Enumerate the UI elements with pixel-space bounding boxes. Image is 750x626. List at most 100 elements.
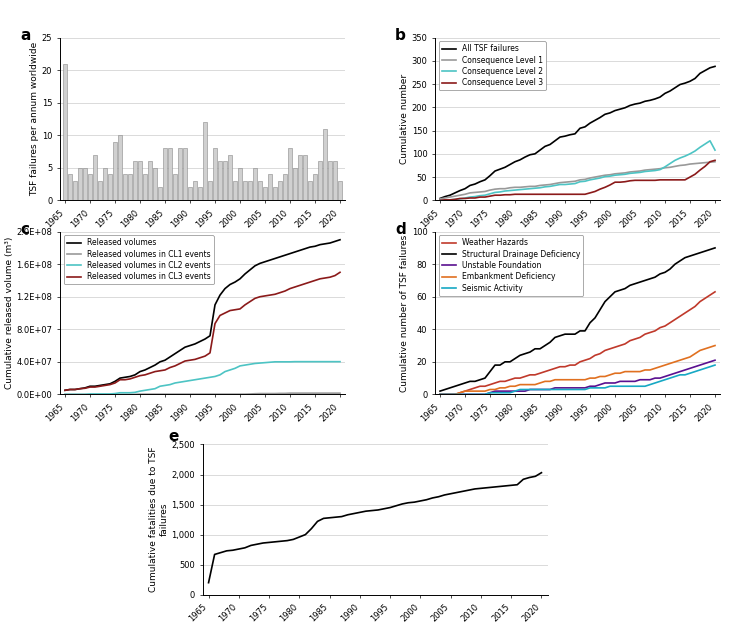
Bar xyxy=(148,162,152,200)
Consequence Level 3 xyxy=(616,178,625,186)
Bar xyxy=(193,181,197,200)
Weather Hazards xyxy=(436,391,445,398)
Bar xyxy=(218,162,222,200)
Bar xyxy=(258,181,262,200)
Seismic Activity xyxy=(710,361,719,369)
Consequence Level 2 xyxy=(605,172,614,180)
Line: Consequence Level 3: Consequence Level 3 xyxy=(440,160,715,200)
Released volumes in CL1 events xyxy=(61,391,70,398)
Released volumes in CL3 events xyxy=(335,269,344,276)
Bar xyxy=(283,174,287,200)
Y-axis label: Cumulative number: Cumulative number xyxy=(400,74,409,164)
Released volumes in CL3 events xyxy=(215,312,224,319)
Released volumes in CL1 events xyxy=(160,391,170,398)
Bar xyxy=(123,174,127,200)
Embankment Deficiency xyxy=(590,374,599,382)
Structural Drainage Deficiency xyxy=(440,386,449,393)
Consequence Level 1 xyxy=(536,182,544,189)
Consequence Level 2 xyxy=(440,197,449,204)
Line: Seismic Activity: Seismic Activity xyxy=(440,365,715,394)
Consequence Level 1 xyxy=(605,171,614,178)
Bar xyxy=(263,187,267,200)
Text: d: d xyxy=(395,222,406,237)
Text: c: c xyxy=(20,222,29,237)
Consequence Level 2 xyxy=(616,171,625,178)
Bar xyxy=(338,181,342,200)
Embankment Deficiency xyxy=(440,391,449,398)
Consequence Level 3 xyxy=(605,181,614,188)
Released volumes in CL2 events xyxy=(335,358,344,366)
Released volumes in CL2 events xyxy=(61,391,70,398)
Text: b: b xyxy=(395,28,406,43)
All TSF failures xyxy=(436,195,445,202)
Consequence Level 2 xyxy=(436,197,445,204)
Consequence Level 3 xyxy=(536,190,544,198)
Released volumes in CL3 events xyxy=(230,306,239,314)
Consequence Level 3 xyxy=(710,156,719,164)
Bar xyxy=(273,187,277,200)
Released volumes in CL3 events xyxy=(160,366,170,374)
Bar xyxy=(318,162,322,200)
All TSF failures xyxy=(710,63,719,70)
Structural Drainage Deficiency xyxy=(536,345,544,352)
Released volumes in CL2 events xyxy=(241,361,250,369)
Released volumes in CL3 events xyxy=(61,387,70,394)
Consequence Level 1 xyxy=(710,158,719,165)
Weather Hazards xyxy=(590,352,599,359)
Consequence Level 2 xyxy=(590,175,599,183)
All TSF failures xyxy=(616,105,625,113)
Seismic Activity xyxy=(436,391,445,398)
Bar xyxy=(268,174,272,200)
Y-axis label: Cumulative released volume (m³): Cumulative released volume (m³) xyxy=(4,237,13,389)
Bar xyxy=(278,181,282,200)
Bar xyxy=(293,168,297,200)
Released volumes in CL1 events xyxy=(271,390,280,398)
Bar xyxy=(88,174,92,200)
Released volumes xyxy=(271,255,280,262)
Bar xyxy=(143,174,147,200)
Released volumes xyxy=(160,356,170,364)
Unstable Foundation xyxy=(536,386,544,393)
Line: Released volumes in CL2 events: Released volumes in CL2 events xyxy=(65,362,340,394)
Y-axis label: Cumulative fatalities due to TSF
failures: Cumulative fatalities due to TSF failure… xyxy=(149,447,169,592)
Embankment Deficiency xyxy=(536,379,544,387)
Released volumes in CL1 events xyxy=(215,391,224,398)
Released volumes in CL1 events xyxy=(335,389,344,397)
Bar xyxy=(288,148,292,200)
Bar xyxy=(203,122,207,200)
Unstable Foundation xyxy=(590,382,599,390)
Structural Drainage Deficiency xyxy=(616,287,625,294)
Weather Hazards xyxy=(646,329,655,336)
Legend: Weather Hazards, Structural Drainage Deficiency, Unstable Foundation, Embankment: Weather Hazards, Structural Drainage Def… xyxy=(439,235,584,295)
Text: e: e xyxy=(168,429,178,444)
Line: Weather Hazards: Weather Hazards xyxy=(440,292,715,394)
Line: Unstable Foundation: Unstable Foundation xyxy=(440,360,715,394)
Consequence Level 2 xyxy=(710,146,719,154)
Bar xyxy=(308,181,312,200)
Structural Drainage Deficiency xyxy=(605,293,614,300)
Bar xyxy=(73,181,77,200)
Consequence Level 1 xyxy=(616,170,625,177)
Structural Drainage Deficiency xyxy=(710,244,719,252)
Consequence Level 3 xyxy=(440,196,449,203)
Released volumes in CL1 events xyxy=(230,391,239,398)
Embankment Deficiency xyxy=(605,371,614,379)
Legend: Released volumes, Released volumes in CL1 events, Released volumes in CL2 events: Released volumes, Released volumes in CL… xyxy=(64,235,214,284)
Seismic Activity xyxy=(616,382,625,390)
Seismic Activity xyxy=(440,391,449,398)
Seismic Activity xyxy=(646,381,655,388)
Bar xyxy=(108,174,112,200)
Bar xyxy=(138,162,142,200)
Bar xyxy=(133,162,137,200)
Structural Drainage Deficiency xyxy=(646,275,655,282)
Released volumes in CL2 events xyxy=(215,371,224,379)
Bar xyxy=(118,135,122,200)
Bar xyxy=(178,148,182,200)
Line: Consequence Level 2: Consequence Level 2 xyxy=(440,141,715,200)
Unstable Foundation xyxy=(646,376,655,384)
Consequence Level 1 xyxy=(590,173,599,181)
Embankment Deficiency xyxy=(646,366,655,374)
All TSF failures xyxy=(440,193,449,200)
Unstable Foundation xyxy=(710,356,719,364)
Seismic Activity xyxy=(605,382,614,390)
